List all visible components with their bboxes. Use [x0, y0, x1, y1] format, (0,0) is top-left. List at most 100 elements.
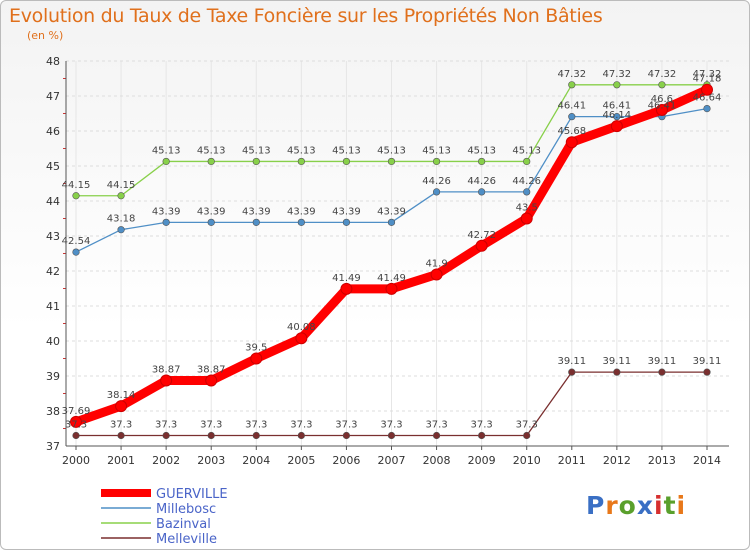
data-label-melleville: 39.11	[603, 356, 632, 367]
logo-letter: r	[605, 491, 619, 520]
x-tick-label: 2008	[423, 454, 451, 467]
x-tick-label: 2006	[332, 454, 360, 467]
data-point-millebosc	[207, 218, 215, 226]
chart-title: Evolution du Taux de Taxe Foncière sur l…	[9, 5, 603, 27]
data-label-guerville: 38.14	[107, 390, 136, 401]
data-point-melleville	[658, 368, 666, 376]
data-label-guerville: 43.5	[516, 203, 538, 214]
data-point-melleville	[342, 431, 351, 440]
data-point-melleville	[72, 431, 80, 440]
data-label-bazinval: 45.13	[377, 145, 406, 156]
data-label-millebosc: 44.26	[422, 176, 451, 187]
data-point-melleville	[162, 431, 170, 440]
data-label-melleville: 37.3	[200, 420, 222, 431]
data-label-melleville: 37.3	[110, 420, 132, 431]
x-tick-label: 2001	[107, 454, 135, 467]
data-point-guerville	[610, 120, 623, 133]
data-point-millebosc	[432, 188, 441, 196]
data-point-melleville	[613, 368, 621, 376]
data-point-millebosc	[297, 218, 305, 226]
data-label-guerville: 46.6	[651, 94, 673, 105]
y-tick-label: 45	[46, 160, 60, 173]
x-tick-label: 2004	[242, 454, 270, 467]
data-label-millebosc: 44.26	[512, 176, 541, 187]
data-point-millebosc	[252, 218, 260, 226]
x-tick-label: 2007	[378, 454, 406, 467]
y-tick-label: 47	[46, 90, 60, 103]
data-label-millebosc: 44.26	[467, 176, 496, 187]
data-label-millebosc: 43.39	[377, 206, 406, 217]
data-point-bazinval	[478, 157, 486, 166]
x-tick-label: 2000	[62, 454, 90, 467]
data-label-melleville: 37.3	[65, 420, 87, 431]
data-point-bazinval	[207, 157, 215, 166]
data-label-melleville: 37.3	[245, 420, 267, 431]
data-label-bazinval: 47.32	[693, 69, 722, 80]
data-point-melleville	[703, 368, 711, 376]
data-label-melleville: 37.3	[290, 420, 312, 431]
data-point-bazinval	[387, 157, 396, 166]
data-point-guerville	[430, 268, 443, 281]
data-point-millebosc	[72, 248, 80, 256]
data-label-bazinval: 45.13	[467, 145, 496, 156]
logo-letter: P	[586, 491, 606, 520]
data-label-melleville: 39.11	[557, 356, 586, 367]
data-point-guerville	[565, 136, 578, 149]
data-point-melleville	[297, 431, 305, 440]
data-label-guerville: 38.87	[197, 365, 226, 376]
data-label-guerville: 45.68	[557, 126, 586, 137]
data-label-millebosc: 46.41	[557, 101, 586, 112]
data-label-millebosc: 42.54	[62, 236, 91, 247]
data-point-guerville	[295, 332, 308, 345]
data-label-millebosc: 43.39	[197, 206, 226, 217]
data-point-guerville	[385, 282, 398, 295]
y-tick-label: 38	[46, 405, 60, 418]
data-label-bazinval: 45.13	[197, 145, 226, 156]
y-tick-label: 46	[46, 125, 60, 138]
logo-letter: i	[676, 491, 687, 520]
data-point-millebosc	[117, 226, 125, 234]
data-point-guerville	[115, 400, 128, 413]
data-point-bazinval	[568, 81, 576, 89]
data-label-melleville: 37.3	[380, 420, 402, 431]
data-label-bazinval: 45.13	[512, 145, 541, 156]
data-label-millebosc: 43.39	[332, 206, 361, 217]
data-point-guerville	[475, 239, 488, 252]
data-point-guerville	[655, 104, 668, 116]
x-tick-label: 2010	[513, 454, 541, 467]
y-tick-label: 37	[46, 440, 60, 453]
legend-label-guerville: GUERVILLE	[156, 487, 228, 502]
logo-letter: i	[654, 491, 664, 520]
data-label-guerville: 41.49	[332, 273, 361, 284]
x-tick-label: 2012	[603, 454, 631, 467]
data-point-bazinval	[117, 192, 125, 200]
data-point-bazinval	[162, 157, 170, 166]
data-label-melleville: 37.3	[335, 420, 357, 431]
data-label-bazinval: 44.15	[107, 180, 136, 191]
y-tick-label: 43	[46, 230, 60, 243]
legend-label-bazinval: Bazinval	[156, 517, 211, 532]
data-point-bazinval	[297, 157, 305, 166]
data-label-bazinval: 45.13	[152, 145, 181, 156]
data-point-millebosc	[387, 218, 396, 226]
data-point-millebosc	[523, 188, 531, 196]
data-label-melleville: 37.3	[155, 420, 177, 431]
data-point-guerville	[340, 282, 353, 295]
x-tick-label: 2002	[152, 454, 180, 467]
data-point-melleville	[252, 431, 260, 440]
data-point-bazinval	[523, 157, 531, 166]
logo-letter: x	[636, 491, 654, 520]
data-point-bazinval	[432, 157, 441, 166]
data-point-guerville	[701, 83, 713, 96]
data-label-melleville: 39.11	[648, 356, 677, 367]
logo-letter: t	[663, 491, 677, 520]
data-label-guerville: 41.9	[425, 259, 447, 270]
data-label-guerville: 41.49	[377, 273, 406, 284]
data-label-guerville: 39.5	[245, 343, 267, 354]
data-label-millebosc: 43.39	[242, 206, 271, 217]
data-label-bazinval: 44.15	[62, 180, 91, 191]
data-label-millebosc: 46.41	[648, 101, 677, 112]
data-point-melleville	[523, 431, 531, 440]
data-label-guerville: 40.08	[287, 322, 316, 333]
